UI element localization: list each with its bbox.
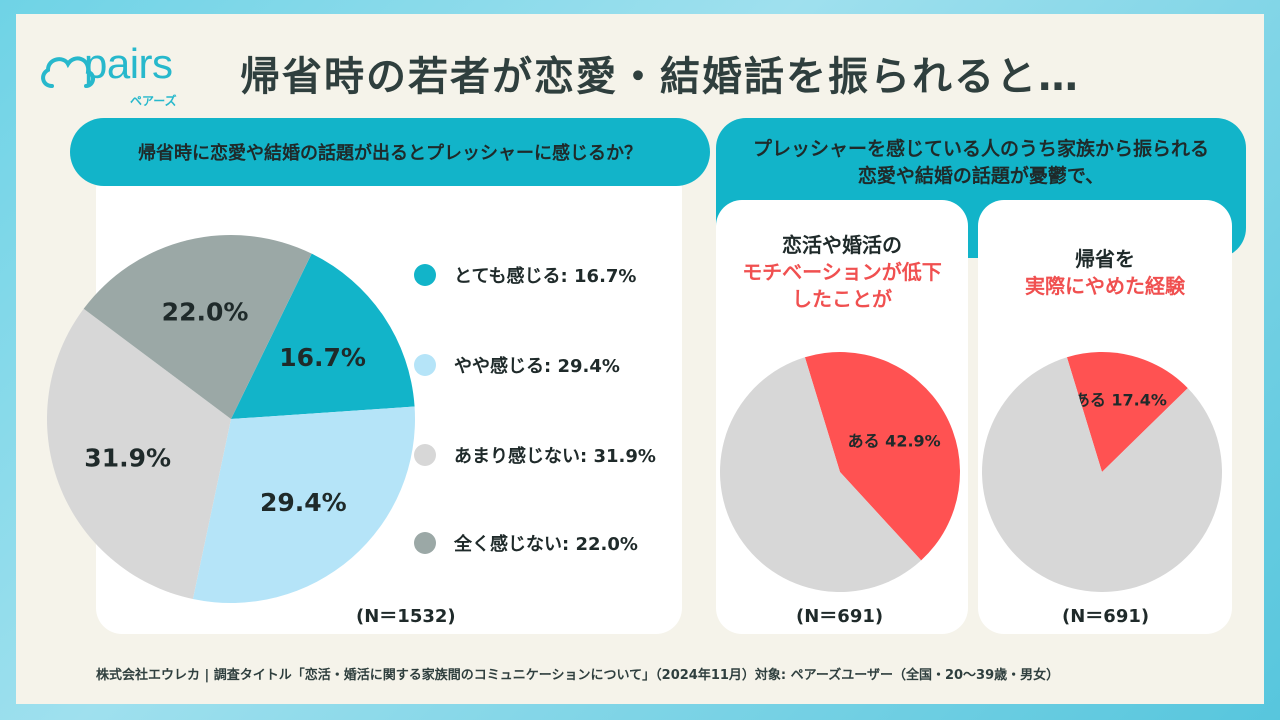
legend-label: やや感じる: 29.4% — [454, 356, 620, 377]
legend-swatch — [414, 264, 436, 286]
pie-slice — [83, 235, 312, 419]
stopped-title-line1: 帰省を — [1075, 247, 1135, 271]
logo-subtext: ペアーズ — [130, 94, 177, 108]
motivation-pie-chart: ある 42.9% — [720, 352, 960, 592]
motivation-title-line1: 恋活や婚活の — [782, 233, 902, 257]
main-pie-chart: 16.7% 29.4% 31.9% 22.0% — [46, 235, 415, 603]
right-header-text: プレッシャーを感じている人のうち家族から振られる 恋愛や結婚の話題が憂鬱で、 — [716, 136, 1246, 190]
footer-source: 株式会社エウレカ | 調査タイトル「恋活・婚活に関する家族間のコミュニケーション… — [96, 668, 1060, 683]
page-title: 帰省時の若者が恋愛・結婚話を振られると… — [240, 54, 1080, 100]
pie-data-label: 31.9% — [84, 444, 171, 473]
motivation-title-line2: モチベーションが低下 — [742, 260, 942, 284]
legend-item: とても感じる: 16.7% — [414, 262, 636, 288]
pie-slice — [1066, 352, 1188, 472]
legend-item: 全く感じない: 22.0% — [414, 530, 638, 556]
legend-swatch — [414, 354, 436, 376]
slide-frame: pairs ペアーズ 帰省時の若者が恋愛・結婚話を振られると… 帰省時に恋愛や結… — [16, 14, 1264, 704]
legend-item: あまり感じない: 31.9% — [414, 442, 656, 468]
pie-slice — [192, 406, 415, 603]
legend-item: やや感じる: 29.4% — [414, 352, 620, 378]
legend-swatch — [414, 532, 436, 554]
left-n-label: (N＝1532) — [356, 606, 456, 627]
pie-data-label: 22.0% — [162, 297, 249, 326]
motivation-card-title: 恋活や婚活の モチベーションが低下 したことが — [716, 232, 968, 313]
pie-data-label: 16.7% — [279, 343, 366, 372]
cloud-icon — [41, 56, 95, 88]
motivation-n-label: (N＝691) — [796, 606, 884, 627]
left-question: 帰省時に恋愛や結婚の話題が出るとプレッシャーに感じるか？ — [138, 143, 642, 164]
stopped-visit-card-title: 帰省を 実際にやめた経験 — [978, 246, 1232, 300]
logo-text: pairs — [84, 40, 173, 87]
stopped-n-label: (N＝691) — [1062, 606, 1150, 627]
stopped-visit-pie-chart: ある 17.4% — [982, 352, 1222, 592]
pie-slice — [804, 352, 960, 561]
left-question-pill: 帰省時に恋愛や結婚の話題が出るとプレッシャーに感じるか？ — [70, 118, 710, 186]
pie-slice — [982, 357, 1222, 592]
legend-swatch — [414, 444, 436, 466]
legend-label: 全く感じない: 22.0% — [454, 534, 638, 555]
pie-data-label: 29.4% — [260, 488, 347, 517]
pairs-logo: pairs ペアーズ — [38, 38, 178, 108]
pie-slice — [720, 357, 922, 592]
stopped-title-line2: 実際にやめた経験 — [1025, 274, 1185, 298]
motivation-title-line3: したことが — [792, 287, 892, 311]
pie-data-label: ある 42.9% — [848, 432, 941, 451]
legend-label: とても感じる: 16.7% — [454, 266, 637, 287]
legend-label: あまり感じない: 31.9% — [454, 446, 656, 467]
right-header-line2: 恋愛や結婚の話題が憂鬱で、 — [857, 165, 1105, 187]
pie-slice — [231, 253, 415, 419]
right-header-line1: プレッシャーを感じている人のうち家族から振られる — [752, 138, 1209, 160]
pie-data-label: ある 17.4% — [1074, 391, 1167, 410]
pie-slice — [46, 308, 231, 600]
